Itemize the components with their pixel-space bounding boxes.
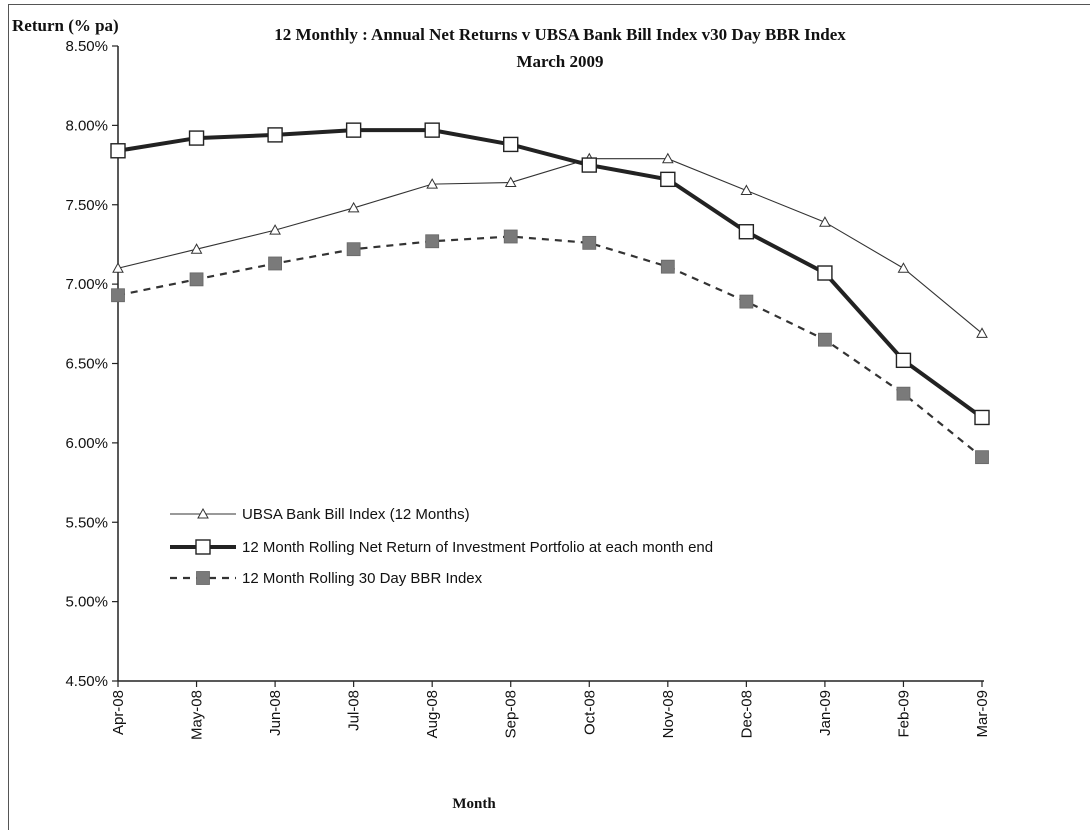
data-point-square-open (817, 265, 833, 281)
x-tick-label: Oct-08 (581, 690, 598, 735)
data-point-triangle (426, 178, 439, 189)
data-point-square-filled (975, 450, 989, 465)
x-tick-label: Jan-09 (817, 690, 834, 736)
data-point-square-open (110, 143, 126, 159)
x-tick-label: Feb-09 (895, 690, 912, 738)
y-axis-label: Return (% pa) (12, 16, 119, 35)
legend: UBSA Bank Bill Index (12 Months) 12 Month… (170, 506, 713, 587)
legend-item-1: UBSA Bank Bill Index (12 Months) (170, 506, 470, 523)
x-tick-label: Jun-08 (267, 690, 284, 736)
x-tick-label: Jul-08 (346, 690, 363, 731)
y-tick-label: 6.00% (65, 435, 108, 452)
data-point-square-filled (189, 272, 204, 287)
x-tick-label: Nov-08 (660, 690, 677, 738)
y-tick-label: 8.50% (65, 38, 108, 55)
x-tick-label: Mar-09 (974, 690, 991, 738)
data-point-square-filled (425, 234, 440, 249)
data-point-square-open (345, 122, 362, 138)
series-line (117, 128, 984, 420)
x-tick-label: Aug-08 (424, 690, 441, 738)
legend-item-2: 12 Month Rolling Net Return of Investmen… (170, 539, 713, 556)
data-point-square-open (895, 352, 912, 369)
chart-frame (8, 4, 1090, 830)
axes (112, 45, 984, 687)
y-tick-label: 8.00% (65, 117, 108, 134)
x-tick-labels: Apr-08 May-08 Jun-08 Jul-08 Aug-08 Sep-08 Oct-… (110, 690, 991, 740)
data-point-square-filled (196, 571, 210, 585)
data-point-triangle (190, 243, 203, 254)
data-point-square-filled (268, 256, 282, 271)
data-point-square-open (424, 122, 440, 138)
legend-label: UBSA Bank Bill Index (12 Months) (242, 506, 470, 523)
y-tick-label: 5.50% (65, 514, 108, 531)
series-line (117, 235, 983, 459)
chart-subtitle: March 2009 (516, 52, 603, 71)
data-point-square-filled (660, 259, 675, 274)
data-point-triangle (112, 262, 124, 273)
data-point-triangle (819, 216, 831, 227)
legend-label: 12 Month Rolling Net Return of Investmen… (242, 539, 713, 556)
data-point-square-open (267, 127, 283, 143)
data-point-square-open (195, 539, 211, 555)
series-line (117, 158, 983, 334)
data-point-square-open (974, 409, 990, 426)
data-point-square-filled (739, 294, 754, 309)
data-point-triangle (740, 184, 753, 195)
data-point-triangle (197, 507, 209, 519)
data-point-triangle (504, 176, 517, 188)
data-point-square-filled (582, 235, 597, 250)
x-tick-label: Sep-08 (503, 690, 520, 738)
x-tick-label: May-08 (189, 690, 206, 740)
y-tick-label: 4.50% (65, 673, 108, 690)
data-point-square-open (503, 136, 519, 153)
data-point-square-filled (346, 242, 361, 257)
data-point-square-filled (818, 332, 832, 347)
data-point-triangle (976, 327, 988, 338)
legend-item-3: 12 Month Rolling 30 Day BBR Index (170, 570, 483, 587)
data-point-triangle (347, 201, 360, 213)
data-point-triangle (269, 224, 281, 235)
x-tick-label: Apr-08 (110, 690, 127, 735)
series-2 (110, 122, 990, 426)
legend-label: 12 Month Rolling 30 Day BBR Index (242, 570, 483, 587)
x-axis-label: Month (452, 796, 496, 812)
data-point-square-open (738, 224, 755, 240)
data-point-square-filled (111, 288, 125, 303)
y-tick-label: 7.50% (65, 197, 108, 214)
x-tick-label: Dec-08 (738, 690, 755, 738)
series-lines (110, 122, 990, 465)
data-point-triangle (661, 152, 674, 164)
y-tick-label: 5.00% (65, 594, 108, 611)
series-3 (111, 229, 989, 465)
y-tick-label: 6.50% (65, 356, 108, 373)
data-point-square-open (581, 157, 597, 173)
data-point-triangle (897, 262, 910, 273)
data-point-square-open (188, 130, 205, 146)
data-point-square-open (660, 171, 676, 188)
data-point-square-filled (503, 229, 518, 244)
y-tick-label: 7.00% (65, 276, 108, 293)
y-tick-labels: 4.50% 5.00% 5.50% 6.00% 6.50% 7.00% 7.50% 8.00%… (65, 38, 108, 690)
chart-title: 12 Monthly : Annual Net Returns v UBSA B… (274, 25, 846, 44)
data-point-square-filled (896, 386, 911, 401)
